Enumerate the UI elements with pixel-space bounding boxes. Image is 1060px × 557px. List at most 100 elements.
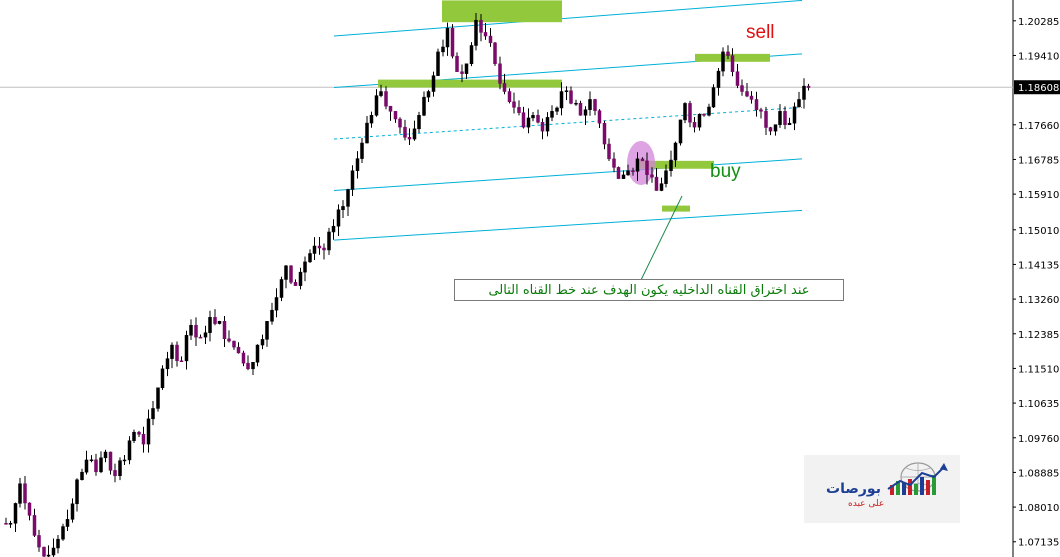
candle-bull: [778, 111, 782, 125]
candle-bear: [227, 338, 231, 342]
candle-bear: [483, 32, 488, 37]
candle-bull: [84, 459, 89, 473]
candle-bull: [8, 523, 13, 525]
candle-bear: [493, 42, 497, 65]
candle-bear: [198, 336, 203, 339]
candle-bear: [536, 115, 540, 123]
price-tick-label: 1.11510: [1018, 364, 1059, 375]
channel-lines: [333, 0, 803, 241]
candle-bear: [27, 502, 32, 516]
candle-bear: [317, 245, 322, 249]
candle-bear: [631, 170, 635, 172]
current-price-marker: [1014, 80, 1060, 95]
candle-bear: [289, 265, 293, 283]
price-tick-label: 1.19410: [1018, 51, 1059, 62]
candle-bull: [327, 231, 331, 251]
candle-bull: [270, 309, 274, 322]
sell-label: sell: [746, 22, 775, 43]
candle-bull: [89, 459, 94, 462]
candle-bull: [526, 117, 531, 128]
candle-bull: [564, 90, 569, 92]
candle-bear: [94, 459, 98, 473]
price-tick-label: 1.08010: [1018, 503, 1059, 514]
candle-bull: [298, 271, 303, 286]
candle-bull: [303, 261, 307, 273]
candle-bull: [441, 46, 445, 53]
candle-bull: [279, 279, 284, 298]
candle-bull: [203, 332, 208, 338]
candle-bull: [379, 91, 383, 96]
candle-bull: [46, 554, 51, 557]
candle-bull: [626, 170, 630, 176]
highlight-ellipse: [627, 141, 655, 185]
candle-bear: [194, 324, 198, 338]
logo-box: بورصات على عبده: [804, 455, 960, 523]
candle-bear: [754, 99, 759, 110]
channel-line: [333, 209, 803, 241]
channel-line: [333, 0, 803, 37]
price-tick-label: 1.17660: [1018, 121, 1059, 132]
candle-bull: [118, 460, 122, 477]
candle-bear: [403, 126, 407, 138]
candle-bull: [787, 122, 792, 125]
candle-bull: [265, 321, 269, 340]
annotation-note: عند اختراق القناه الداخليه يكون الهدف عن…: [454, 279, 844, 301]
candle-bull: [184, 335, 189, 362]
candlestick-series: [4, 12, 811, 557]
buy-zone: [640, 160, 714, 169]
candle-bull: [678, 119, 683, 144]
candle-bear: [735, 71, 740, 86]
candle-bear: [455, 55, 459, 72]
candle-bull: [711, 87, 716, 108]
candle-bear: [407, 137, 412, 140]
candle-bull: [374, 95, 379, 116]
price-tick-label: 1.07135: [1018, 538, 1059, 549]
candle-bull: [417, 115, 421, 130]
logo-chart-icon: [887, 462, 948, 495]
candle-bear: [108, 451, 113, 471]
candle-bear: [398, 118, 402, 128]
annotation-pointer-line: [639, 195, 683, 283]
price-tick-label: 1.15010: [1018, 226, 1059, 237]
candle-bull: [346, 189, 350, 207]
candle-bear: [578, 102, 583, 116]
candle-bull: [621, 174, 626, 179]
candle-bull: [308, 253, 312, 263]
candle-bear: [640, 158, 645, 162]
price-tick-label: 1.12385: [1018, 330, 1059, 341]
candle-bear: [749, 95, 754, 100]
candle-bull: [160, 368, 165, 389]
candle-bull: [355, 158, 360, 171]
price-tick-label: 1.20285: [1018, 17, 1059, 28]
candle-bull: [588, 99, 592, 110]
candle-bear: [654, 176, 659, 191]
candle-bull: [65, 519, 70, 527]
candle-bull: [331, 225, 336, 233]
candle-bear: [783, 111, 787, 125]
candle-bear: [764, 111, 768, 128]
candle-bull: [80, 471, 84, 480]
candle-bear: [602, 122, 607, 145]
candle-bull: [132, 431, 136, 441]
price-tick-label: 1.16785: [1018, 155, 1059, 166]
candle-bull: [260, 339, 265, 346]
candle-bull: [217, 321, 222, 324]
candle-bear: [730, 55, 735, 72]
candle-bear: [479, 19, 483, 33]
candle-bull: [716, 70, 721, 88]
candle-bear: [37, 535, 41, 548]
candle-bear: [768, 127, 773, 132]
candle-bear: [688, 103, 692, 123]
candle-bear: [806, 85, 811, 88]
candle-bear: [32, 515, 37, 536]
candle-bear: [540, 122, 545, 132]
candle-bull: [721, 51, 725, 72]
candle-bull: [369, 115, 374, 124]
candle-bull: [274, 297, 279, 311]
candle-bull: [208, 317, 212, 333]
candle-bear: [612, 158, 616, 168]
candle-bull: [284, 265, 288, 280]
logo-name: بورصات: [826, 481, 881, 497]
candle-bull: [673, 142, 678, 161]
candle-bear: [521, 112, 526, 128]
